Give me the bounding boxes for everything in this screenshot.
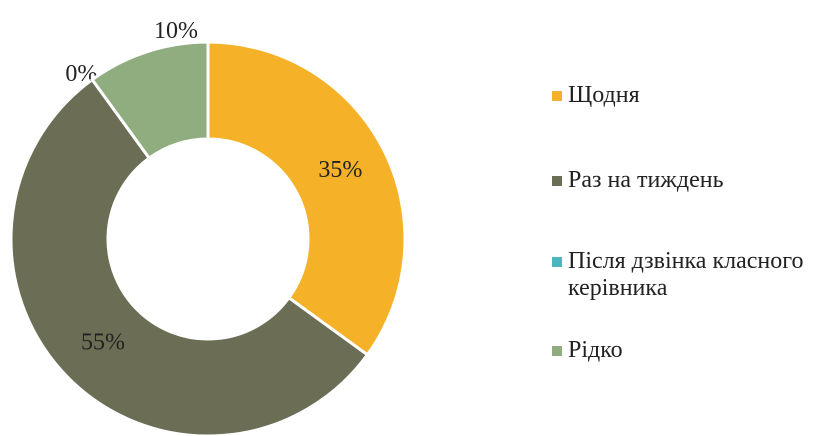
legend-item: Після дзвінка класного керівника xyxy=(550,248,830,302)
legend-swatch xyxy=(552,91,562,101)
data-label: 35% xyxy=(318,157,362,183)
data-label: 0% xyxy=(65,61,97,87)
legend-label: Раз на тиждень xyxy=(568,167,724,193)
legend-label: Після дзвінка класного керівника xyxy=(568,248,804,301)
legend-item: Раз на тиждень xyxy=(550,167,830,194)
legend-item: Щодня xyxy=(550,82,830,109)
legend-label: Рідко xyxy=(568,337,623,363)
data-label: 10% xyxy=(154,18,198,44)
legend-label: Щодня xyxy=(568,82,640,108)
data-label: 55% xyxy=(81,330,125,356)
legend-item: Рідко xyxy=(550,337,830,364)
legend-swatch xyxy=(552,176,562,186)
legend-swatch xyxy=(552,346,562,356)
legend-swatch xyxy=(552,257,562,267)
slice xyxy=(90,40,210,161)
slice xyxy=(206,40,407,357)
